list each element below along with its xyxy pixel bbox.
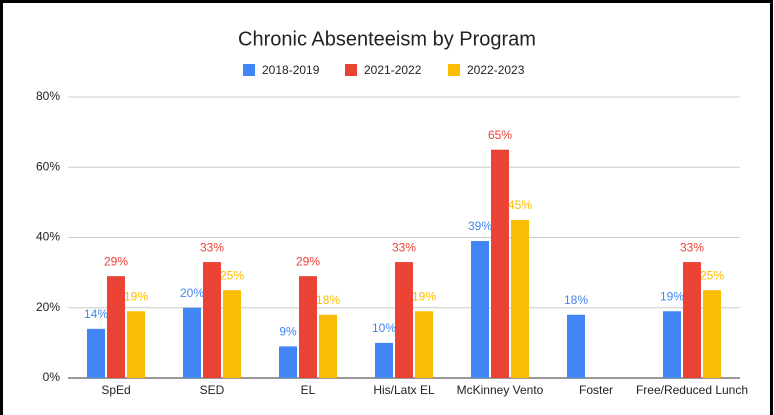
data-label: 39% [468, 219, 492, 233]
data-label: 19% [660, 289, 684, 303]
y-tick-label: 20% [36, 300, 60, 314]
data-label: 14% [84, 307, 108, 321]
y-tick-label: 40% [36, 230, 60, 244]
bar [107, 276, 125, 378]
data-label: 33% [392, 240, 416, 254]
x-tick-label: EL [301, 383, 316, 397]
data-label: 18% [564, 293, 588, 307]
data-label: 33% [680, 240, 704, 254]
legend-swatch [243, 64, 255, 76]
data-label: 29% [104, 254, 128, 268]
bar [683, 262, 701, 378]
data-label: 18% [316, 293, 340, 307]
data-label: 25% [700, 268, 724, 282]
data-label: 9% [279, 325, 297, 339]
bar [223, 290, 241, 378]
legend-label: 2021-2022 [364, 63, 422, 77]
y-tick-label: 80% [36, 89, 60, 103]
bar [395, 262, 413, 378]
x-tick-label: Foster [579, 383, 613, 397]
data-label: 19% [124, 289, 148, 303]
bar [415, 311, 433, 378]
data-label: 20% [180, 286, 204, 300]
bar [183, 307, 201, 378]
legend-label: 2018-2019 [262, 63, 320, 77]
x-tick-label: Free/Reduced Lunch [636, 383, 748, 397]
bar [127, 311, 145, 378]
data-label: 29% [296, 254, 320, 268]
data-label: 19% [412, 289, 436, 303]
x-tick-label: McKinney Vento [457, 383, 544, 397]
bar [279, 346, 297, 378]
legend-swatch [448, 64, 460, 76]
legend-swatch [345, 64, 357, 76]
data-label: 10% [372, 321, 396, 335]
bar [203, 262, 221, 378]
bar [471, 241, 489, 378]
data-label: 25% [220, 268, 244, 282]
x-tick-label: SpEd [101, 383, 130, 397]
bar [299, 276, 317, 378]
y-tick-label: 60% [36, 159, 60, 173]
legend-label: 2022-2023 [467, 63, 525, 77]
bar [491, 149, 509, 378]
bar [375, 342, 393, 378]
bar [663, 311, 681, 378]
bar [703, 290, 721, 378]
bar [87, 328, 105, 378]
data-label: 65% [488, 128, 512, 142]
bar [319, 314, 337, 378]
bar [511, 219, 529, 378]
y-tick-label: 0% [43, 370, 61, 384]
x-tick-label: SED [200, 383, 225, 397]
x-tick-label: His/Latx EL [373, 383, 435, 397]
chart-title: Chronic Absenteeism by Program [238, 28, 536, 50]
bar [567, 314, 585, 378]
data-label: 33% [200, 240, 224, 254]
data-label: 45% [508, 198, 532, 212]
